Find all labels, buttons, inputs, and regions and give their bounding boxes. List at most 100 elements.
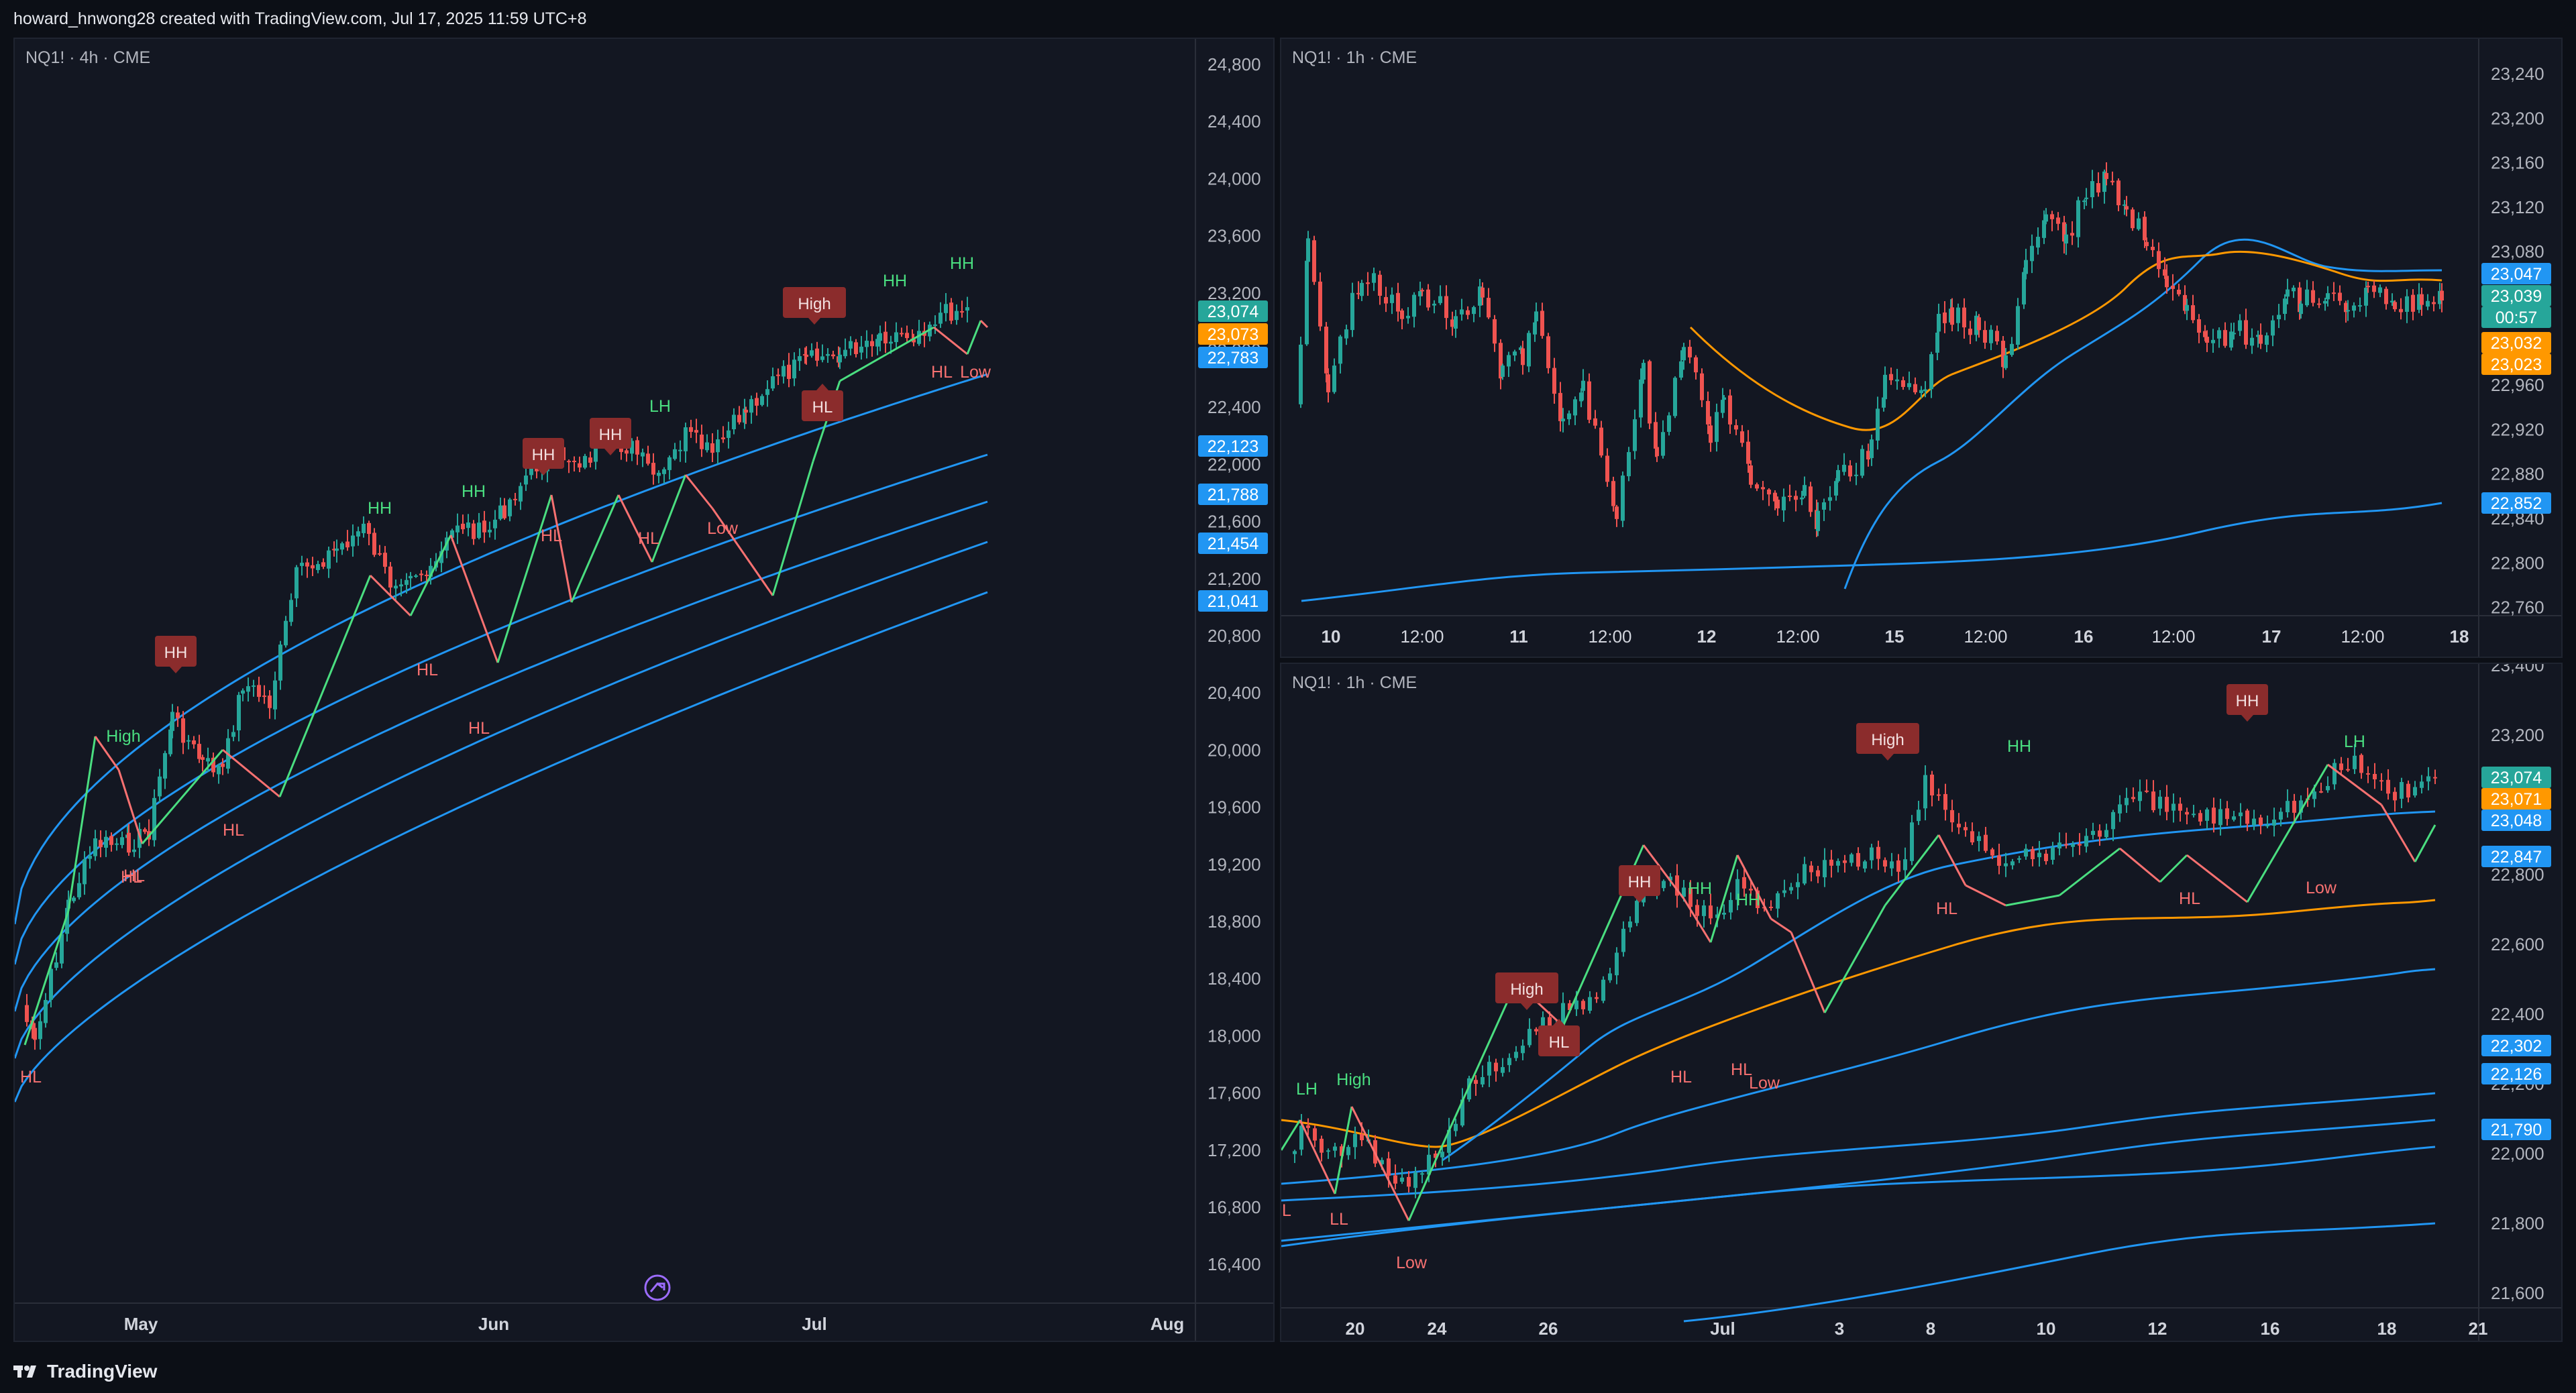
candle-body [2151, 246, 2155, 250]
candle-body [1829, 859, 1833, 866]
candle-body [1950, 810, 1954, 823]
swing-label-hh: HH [532, 446, 555, 464]
candle-body [241, 690, 245, 694]
price-tag [2481, 285, 2551, 307]
candle-body [1842, 465, 1846, 472]
candle-body [2022, 272, 2026, 304]
swing-label-box[interactable] [1619, 865, 1660, 896]
candle-body [1639, 379, 1643, 418]
candle-body [646, 453, 650, 464]
candle-body [2091, 830, 2095, 835]
candle-body [2384, 288, 2388, 304]
candle-body [662, 469, 666, 474]
candle-body [1552, 368, 1556, 394]
candle-body [1318, 281, 1322, 327]
swing-line [278, 575, 372, 797]
swing-line [2119, 847, 2161, 883]
candle-body [2064, 844, 2068, 846]
candle-body [1834, 481, 1838, 496]
candle-body [1406, 315, 1410, 319]
candle-body [1346, 1147, 1350, 1156]
chart-panel-left[interactable]: 24,80024,40024,00023,60023,20022,80022,4… [13, 38, 1275, 1342]
swing-label-hl: HL [2179, 889, 2200, 908]
candle-body [1605, 455, 1609, 482]
candle-body [2326, 293, 2330, 300]
chart-panel-bottom-right[interactable]: 23,40023,20023,00022,80022,60022,40022,2… [1280, 663, 2563, 1342]
candle-body [1776, 500, 1780, 508]
candle-body [1843, 860, 1847, 863]
candle-body [1587, 381, 1591, 420]
candle-body [2326, 785, 2330, 791]
candle-body [1487, 1062, 1491, 1076]
candle-body [1299, 1125, 1303, 1150]
price-tick-label: 23,240 [2491, 64, 2544, 84]
swing-label-box[interactable] [2226, 684, 2268, 715]
swing-label-box[interactable] [1495, 972, 1558, 1003]
candle-body [1561, 1003, 1565, 1028]
price-tick-label: 18,800 [1208, 911, 1261, 932]
swing-line [1736, 854, 1772, 920]
tradingview-brand[interactable]: TradingView [13, 1361, 157, 1382]
candle-body [2205, 337, 2209, 343]
candle-body [206, 758, 210, 762]
swing-label-box[interactable] [155, 636, 197, 667]
swing-label-box[interactable] [1856, 723, 1919, 754]
candle-body [1709, 425, 1713, 443]
candle-body [1722, 912, 1726, 915]
candle-body [273, 680, 277, 710]
candle-body [1866, 451, 1870, 459]
candle-body [2292, 801, 2296, 813]
swing-label-low: Low [960, 363, 991, 382]
swing-label-box[interactable] [590, 418, 631, 449]
candle-body [2359, 755, 2363, 773]
candle-body [2271, 320, 2275, 336]
candle-body [1320, 1138, 1324, 1153]
candle-body [2031, 849, 2035, 860]
chart-left-canvas[interactable]: 24,80024,40024,00023,60023,20022,80022,4… [15, 39, 1275, 1342]
candle-body [2232, 816, 2236, 820]
price-tick-label: 23,160 [2491, 153, 2544, 173]
swing-line [2380, 804, 2416, 862]
jump-to-realtime-icon[interactable] [644, 1274, 671, 1301]
candle-body [1413, 1172, 1417, 1188]
candle-body [316, 564, 320, 570]
candle-body [1561, 419, 1565, 422]
candle-body [1995, 331, 1999, 341]
chart-top-right-canvas[interactable]: 23,24023,20023,16023,12023,08023,04023,0… [1281, 39, 2563, 658]
candle-body [1332, 366, 1336, 392]
candle-body [2090, 181, 2094, 198]
swing-label-high: High [1336, 1070, 1371, 1089]
swing-label-low: Low [2306, 879, 2337, 897]
candle-body [870, 341, 874, 347]
candle-body [1642, 363, 1646, 380]
candle-body [1426, 289, 1430, 308]
price-tag [1198, 533, 1268, 554]
candle-body [1977, 317, 1981, 331]
swing-label-box[interactable] [523, 438, 564, 469]
candle-body [351, 535, 355, 547]
candle-body [651, 463, 655, 475]
swing-label-box[interactable] [1538, 1025, 1580, 1056]
candle-body [2070, 233, 2074, 236]
candle-body [1655, 447, 1659, 457]
chart-panel-top-right[interactable]: 23,24023,20023,16023,12023,08023,04023,0… [1280, 38, 2563, 658]
swing-label-box[interactable] [802, 390, 843, 421]
candle-body [1521, 348, 1525, 366]
price-tick-label: 22,960 [2491, 375, 2544, 395]
swing-line [496, 494, 553, 663]
candle-body [1527, 333, 1531, 367]
candle-body [2229, 331, 2233, 348]
price-tag-label: 21,041 [1208, 592, 1258, 611]
swing-label-hh: HH [1736, 891, 1760, 909]
candle-body [1444, 296, 1448, 319]
swing-label-box[interactable] [783, 287, 846, 318]
candle-body [810, 350, 814, 356]
candle-body [311, 565, 315, 569]
swing-line [886, 326, 934, 355]
price-tag [2481, 263, 2551, 284]
candle-body [2051, 847, 2055, 860]
chart-bottom-right-canvas[interactable]: 23,40023,20023,00022,80022,60022,40022,2… [1281, 664, 2563, 1342]
candle-body [1418, 291, 1422, 296]
candle-body [630, 441, 634, 454]
candle-body [755, 398, 759, 406]
